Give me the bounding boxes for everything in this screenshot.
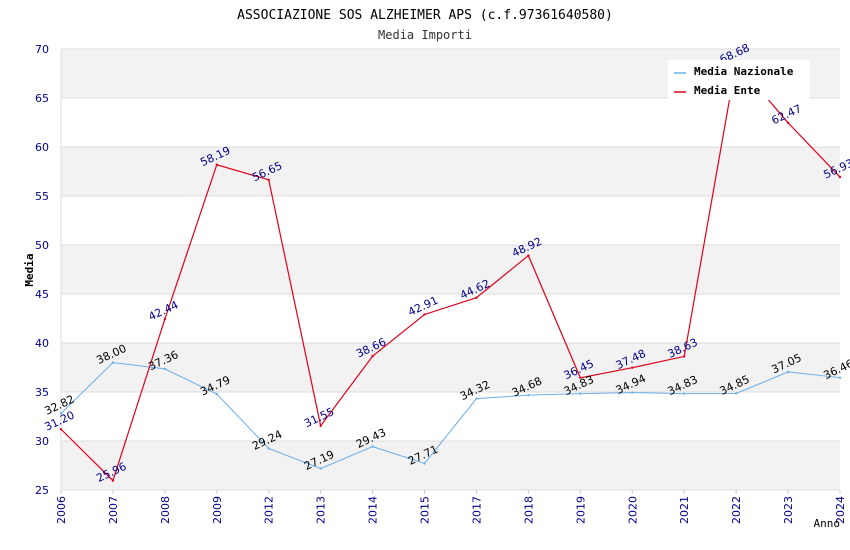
series-line-nazionale <box>60 362 841 470</box>
x-tick-label: 2017 <box>470 496 483 524</box>
data-point-nazionale <box>267 447 270 450</box>
y-tick-label: 60 <box>35 141 49 154</box>
x-tick-label: 2021 <box>678 496 691 524</box>
legend: Media Nazionale Media Ente <box>668 60 810 100</box>
chart-title: ASSOCIAZIONE SOS ALZHEIMER APS (c.f.9736… <box>237 8 613 23</box>
x-tick-label: 2019 <box>574 496 587 524</box>
chart-subtitle: Media Importi <box>378 28 472 42</box>
data-point-ente <box>215 163 218 166</box>
data-point-nazionale <box>215 392 218 396</box>
y-tick-label: 70 <box>35 43 49 56</box>
data-point-nazionale <box>59 412 63 415</box>
x-tick-label: 2012 <box>263 496 276 524</box>
data-point-nazionale <box>579 392 582 395</box>
data-point-ente <box>527 254 530 257</box>
grid-band <box>61 343 840 392</box>
data-point-ente <box>111 479 115 482</box>
x-tick-label: 2006 <box>55 496 68 524</box>
y-tick-label: 50 <box>35 239 49 252</box>
x-tick-label: 2015 <box>419 496 432 524</box>
x-axis-label: Anno <box>814 517 841 530</box>
x-tick-label: 2009 <box>211 496 224 524</box>
data-point-ente <box>631 366 634 369</box>
grid-band <box>61 245 840 294</box>
plot-bands <box>61 49 840 490</box>
x-tick-label: 2007 <box>107 496 120 524</box>
data-point-nazionale <box>838 376 842 379</box>
data-point-nazionale <box>319 467 322 470</box>
x-tick-label: 2018 <box>522 496 535 524</box>
data-point-ente <box>579 376 582 379</box>
x-tick-label: 2020 <box>626 496 639 524</box>
legend-label-nazionale: Media Nazionale <box>694 65 794 78</box>
data-point-nazionale <box>527 393 530 397</box>
data-point-ente <box>267 178 270 182</box>
legend-background <box>668 60 810 100</box>
data-point-nazionale <box>683 392 686 395</box>
x-tick-label: 2013 <box>315 496 328 524</box>
y-tick-label: 45 <box>35 288 49 301</box>
x-axis: 2006 2007 2008 2009 2012 2013 2014 2015 2017 2018… <box>55 489 847 524</box>
y-axis: 25 30 35 40 45 50 55 60 65 70 <box>35 43 62 497</box>
x-tick-label: 2008 <box>159 496 172 524</box>
data-point-nazionale <box>475 397 478 400</box>
data-point-nazionale <box>786 370 790 374</box>
data-point-ente <box>475 296 478 299</box>
x-tick-label: 2024 <box>834 496 847 524</box>
plot-grid <box>61 48 840 491</box>
y-tick-label: 55 <box>35 190 49 203</box>
data-point-nazionale <box>163 367 167 371</box>
data-point-ente <box>838 175 842 179</box>
data-point-ente <box>786 121 790 124</box>
series-line-ente <box>60 60 841 482</box>
y-tick-label: 40 <box>35 337 49 350</box>
data-point-ente <box>59 428 63 431</box>
data-point-ente <box>683 355 686 358</box>
y-tick-label: 30 <box>35 435 49 448</box>
data-point-ente <box>319 424 322 428</box>
grid-band <box>61 441 840 490</box>
y-axis-label: Media <box>23 253 36 286</box>
data-point-nazionale <box>423 462 426 465</box>
data-point-nazionale <box>631 391 634 394</box>
data-point-ente <box>371 354 374 358</box>
x-tick-label: 2023 <box>782 496 795 524</box>
data-point-nazionale <box>371 445 374 448</box>
y-tick-label: 25 <box>35 484 49 497</box>
x-tick-label: 2022 <box>730 496 743 524</box>
y-tick-label: 35 <box>35 386 49 399</box>
data-point-ente <box>163 317 167 321</box>
data-point-nazionale <box>734 392 738 395</box>
grid-band <box>61 147 840 196</box>
x-tick-label: 2014 <box>367 496 380 524</box>
data-point-ente <box>423 313 426 316</box>
y-tick-label: 65 <box>35 92 49 105</box>
data-point-nazionale <box>111 361 115 364</box>
legend-label-ente: Media Ente <box>694 84 761 97</box>
series-layer <box>59 60 842 482</box>
